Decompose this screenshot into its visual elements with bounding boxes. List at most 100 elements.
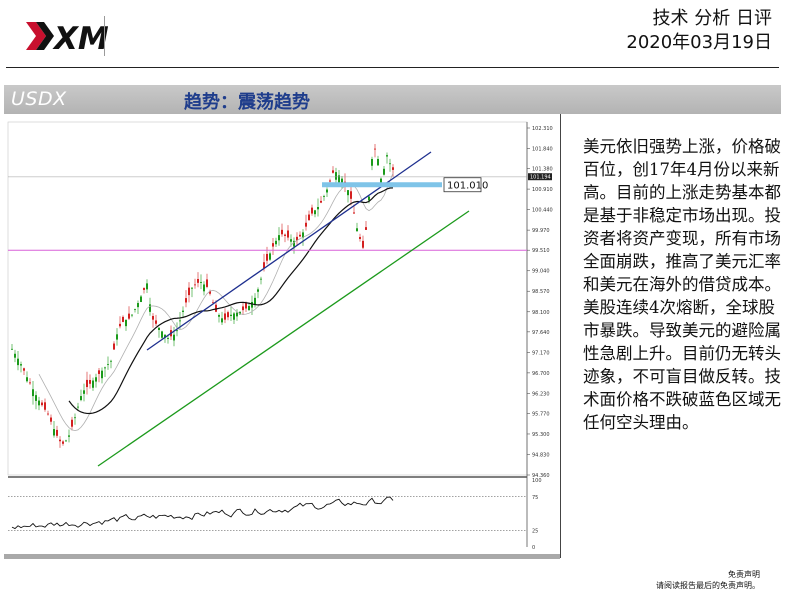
candle-body	[158, 327, 160, 331]
candle-body	[200, 282, 202, 283]
candle-body	[332, 170, 334, 173]
candle-body	[71, 419, 73, 427]
report-title: 技术 分析 日评	[652, 8, 772, 29]
logo-divider	[104, 16, 105, 56]
candle-body	[104, 367, 106, 369]
candle-body	[206, 279, 208, 287]
candle-body	[197, 279, 199, 283]
candle-body	[188, 287, 190, 296]
candle-body	[299, 234, 301, 237]
candle-body	[35, 395, 37, 401]
candle-body	[359, 237, 361, 240]
candle-body	[275, 240, 277, 245]
candle-body	[116, 334, 118, 340]
candle-body	[182, 310, 184, 312]
candle-body	[173, 334, 175, 341]
candle-body	[248, 306, 250, 311]
price-tick-label: 95.770	[532, 411, 550, 417]
candle-body	[167, 337, 169, 339]
candle-body	[356, 228, 358, 232]
candle-body	[380, 178, 382, 185]
xm-logo: XM	[26, 21, 108, 57]
price-tick-label: 102.310	[532, 126, 553, 132]
candle-body	[386, 155, 388, 157]
chart-svg: 102.310 101.840 101.380 100.910 100.440 99.97…	[7, 121, 553, 551]
candle-body	[350, 191, 352, 199]
candle-body	[242, 306, 244, 311]
candle-body	[191, 287, 193, 289]
candle-body	[17, 358, 19, 366]
price-panel	[7, 121, 528, 476]
candle-body	[371, 158, 373, 166]
candle-body	[140, 296, 142, 303]
candle-body	[53, 429, 55, 436]
candle-body	[164, 334, 166, 338]
candle-body	[185, 298, 187, 303]
oscillator-tick-label: 75	[532, 495, 538, 501]
oscillator-line	[11, 496, 394, 530]
candle-body	[284, 234, 286, 236]
price-tick-label: 95.300	[532, 432, 550, 438]
candle-body	[260, 278, 262, 280]
oscillator-tick-label: 100	[532, 478, 542, 484]
candle-body	[290, 239, 292, 242]
oscillator-tick-label: 25	[532, 528, 538, 534]
marked-level-box	[443, 177, 482, 193]
disclaimer-title: 免责声明	[728, 570, 760, 579]
candle-body	[194, 284, 196, 286]
candle-body	[281, 229, 283, 235]
price-tick-label: 94.360	[532, 473, 550, 479]
candle-body	[209, 291, 211, 294]
candle-body	[215, 304, 217, 312]
candle-body	[131, 314, 133, 316]
candle-body	[20, 364, 22, 366]
candle-body	[41, 402, 43, 406]
candle-body	[221, 318, 223, 323]
candle-body	[134, 309, 136, 311]
candle-body	[392, 167, 394, 170]
candle-body	[77, 406, 79, 408]
candle-body	[59, 439, 61, 442]
highlight-band	[322, 182, 442, 188]
candle-body	[251, 301, 253, 308]
candle-body	[317, 207, 319, 210]
price-chart: 102.310 101.840 101.380 100.910 100.440 99.97…	[4, 114, 560, 558]
candle-body	[80, 396, 82, 401]
price-tick-label: 98.100	[532, 310, 550, 316]
candle-body	[86, 379, 88, 388]
candle-body	[212, 302, 214, 304]
candle-body	[245, 302, 247, 309]
candle-body	[101, 370, 103, 379]
price-tick-label: 101.380	[532, 167, 553, 173]
candle-body	[329, 180, 331, 182]
price-tick-label: 96.230	[532, 391, 550, 397]
candle-body	[227, 312, 229, 318]
price-tick-label: 99.040	[532, 269, 550, 275]
price-tick-label: 96.700	[532, 371, 550, 377]
candle-body	[98, 370, 100, 374]
candle-body	[368, 196, 370, 201]
candle-body	[149, 304, 151, 312]
candle-body	[110, 360, 112, 362]
marked-level-label: 101.010	[447, 181, 488, 192]
candle-body	[176, 330, 178, 332]
candle-body	[314, 210, 316, 215]
disclaimer-note: 请阅读报告最后的免责声明。	[656, 581, 760, 590]
candle-body	[362, 240, 364, 248]
trend-label: 趋势：震荡趋势	[184, 92, 310, 113]
candle-body	[323, 196, 325, 197]
candle-body	[152, 316, 154, 320]
candle-body	[263, 262, 265, 269]
candle-body	[320, 200, 322, 203]
price-tick-label: 99.970	[532, 228, 550, 234]
candle-body	[365, 227, 367, 230]
candle-body	[119, 323, 121, 327]
moving-average-slow	[68, 187, 394, 415]
candle-body	[311, 207, 313, 214]
candle-body	[347, 190, 349, 196]
candle-body	[83, 390, 85, 394]
candle-body	[14, 353, 16, 358]
candle-body	[266, 253, 268, 261]
candle-body	[68, 435, 70, 437]
support-line	[97, 210, 470, 467]
